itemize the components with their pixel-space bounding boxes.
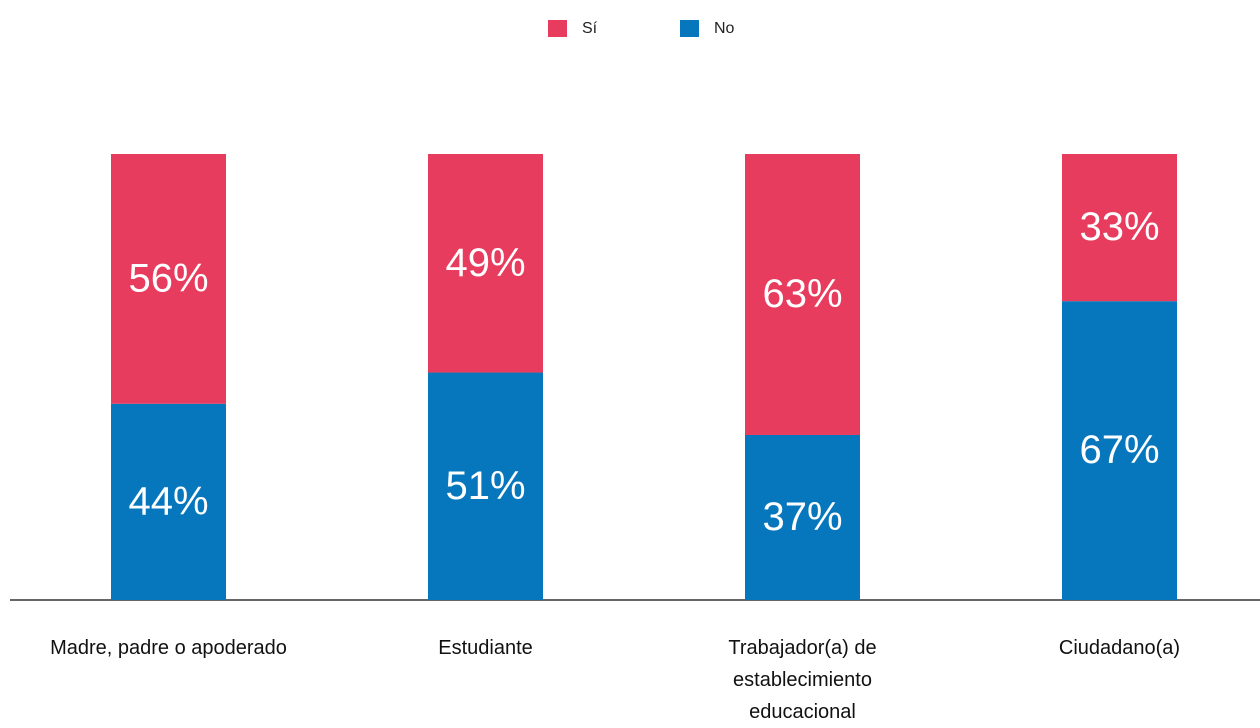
value-label: 51% bbox=[445, 464, 525, 508]
bar-segment bbox=[428, 372, 543, 600]
bar-segment bbox=[745, 434, 860, 600]
bar-segment bbox=[111, 154, 226, 404]
legend-swatch bbox=[680, 20, 699, 37]
bar-segment bbox=[111, 403, 226, 600]
value-label: 49% bbox=[445, 241, 525, 285]
value-label: 44% bbox=[128, 479, 208, 523]
legend-swatch bbox=[548, 20, 567, 37]
legend-label: Sí bbox=[582, 20, 598, 37]
x-tick-label: Trabajador(a) de establecimiento educaci… bbox=[728, 637, 877, 723]
value-label: 33% bbox=[1079, 205, 1159, 249]
x-tick-label: Ciudadano(a) bbox=[1058, 637, 1181, 659]
x-tick-label: Madre, padre o apoderado bbox=[50, 637, 287, 659]
value-label: 37% bbox=[762, 495, 842, 539]
x-tick-label: Estudiante bbox=[438, 637, 533, 659]
legend-label: No bbox=[714, 20, 735, 37]
bar-segment bbox=[1062, 154, 1177, 302]
bar-segment bbox=[745, 154, 860, 435]
value-label: 56% bbox=[128, 256, 208, 300]
value-label: 67% bbox=[1079, 428, 1159, 472]
value-label: 63% bbox=[762, 272, 842, 316]
bar-segment bbox=[428, 154, 543, 373]
bar-segment bbox=[1062, 301, 1177, 600]
